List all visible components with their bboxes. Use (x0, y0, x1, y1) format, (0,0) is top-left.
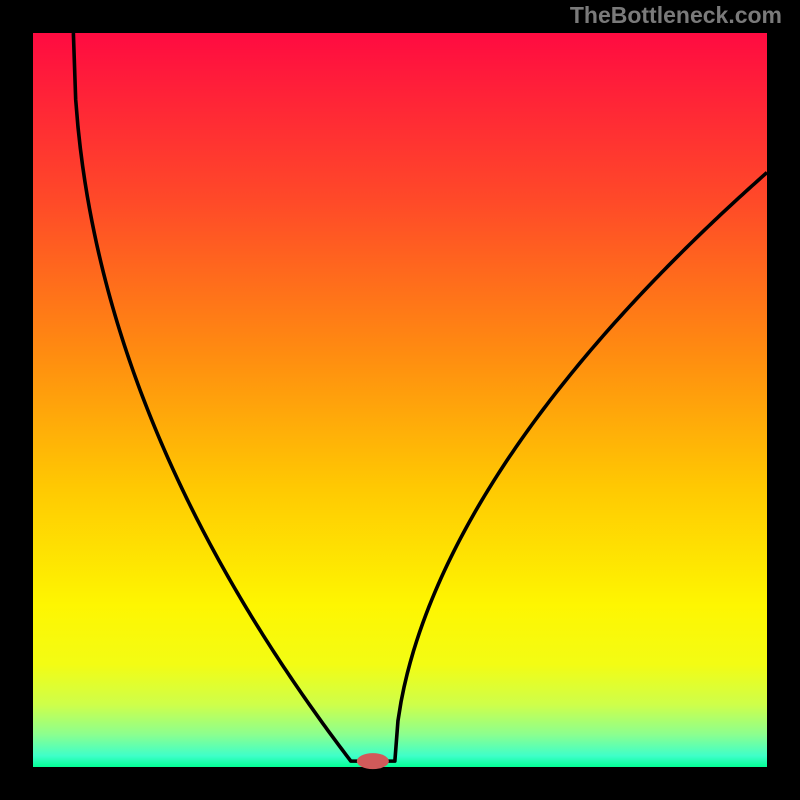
optimal-marker (357, 753, 389, 769)
chart-container: TheBottleneck.com (0, 0, 800, 800)
chart-svg (0, 0, 800, 800)
